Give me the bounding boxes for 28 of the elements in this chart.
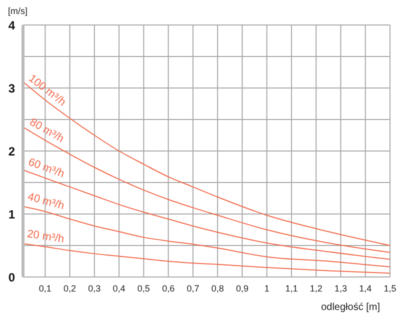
- x-tick-label: 0,7: [186, 283, 200, 294]
- x-tick-label: 0,1: [38, 283, 52, 294]
- x-tick-label: 0,2: [64, 283, 76, 294]
- y-tick-label: 3: [8, 81, 16, 96]
- x-tick-label: 0,8: [211, 283, 224, 294]
- x-tick-label: 1,1: [285, 283, 298, 294]
- x-tick-label: 1,3: [334, 283, 347, 294]
- y-tick-label: 2: [8, 144, 16, 158]
- x-tick-label: 0,3: [88, 283, 101, 294]
- x-tick-label: 1: [264, 283, 270, 294]
- text: 100 m³/h: [26, 72, 68, 109]
- text: 80 m³/h: [28, 116, 66, 146]
- text: 60 m³/h: [26, 156, 66, 180]
- y-tick-label: 4: [8, 18, 16, 32]
- line-series: [23, 243, 390, 274]
- x-tick-label: 1,2: [310, 283, 322, 294]
- y-tick-label: 0: [8, 270, 16, 284]
- x-tick-label: 1,5: [384, 283, 396, 294]
- y-axis-title: [m/s]: [8, 6, 28, 16]
- y-tick-label: 1: [8, 207, 16, 222]
- text: 20 m³/h: [26, 228, 65, 246]
- x-tick-label: 0,9: [236, 283, 248, 294]
- x-tick-label: 0,5: [137, 283, 150, 294]
- x-tick-label: 0,6: [162, 283, 175, 294]
- text: 40 m³/h: [26, 190, 66, 212]
- x-tick-label: 1,4: [359, 283, 372, 294]
- x-axis-title: odległość [m]: [321, 302, 380, 313]
- x-tick-label: 0,4: [112, 283, 126, 294]
